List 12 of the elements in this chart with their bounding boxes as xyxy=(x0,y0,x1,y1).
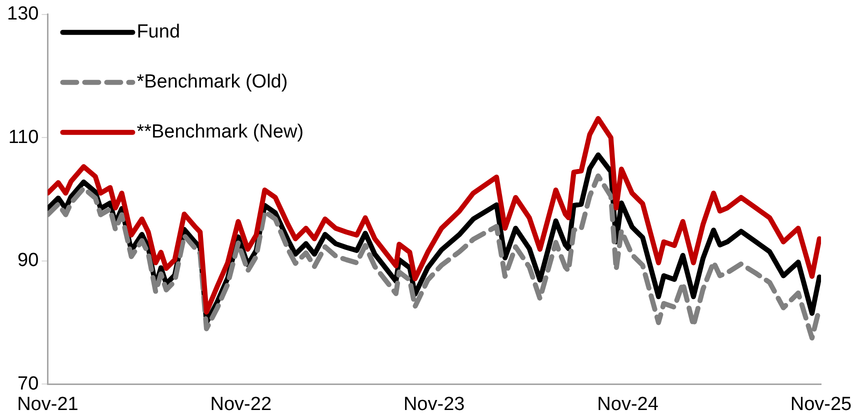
y-tick-label: 90 xyxy=(18,250,39,272)
legend-label: *Benchmark (Old) xyxy=(136,72,288,93)
legend-label: Fund xyxy=(136,22,180,43)
y-tick-label: 130 xyxy=(7,4,39,25)
y-tick-label: 110 xyxy=(8,126,39,148)
x-tick-label: Nov-21 xyxy=(17,394,78,415)
x-tick-label: Nov-22 xyxy=(210,394,272,415)
x-tick-label: Nov-25 xyxy=(790,394,852,415)
y-tick-label: 70 xyxy=(18,373,39,394)
legend-label: **Benchmark (New) xyxy=(136,122,304,143)
x-tick-label: Nov-23 xyxy=(403,394,465,415)
x-tick-label: Nov-24 xyxy=(597,394,659,415)
